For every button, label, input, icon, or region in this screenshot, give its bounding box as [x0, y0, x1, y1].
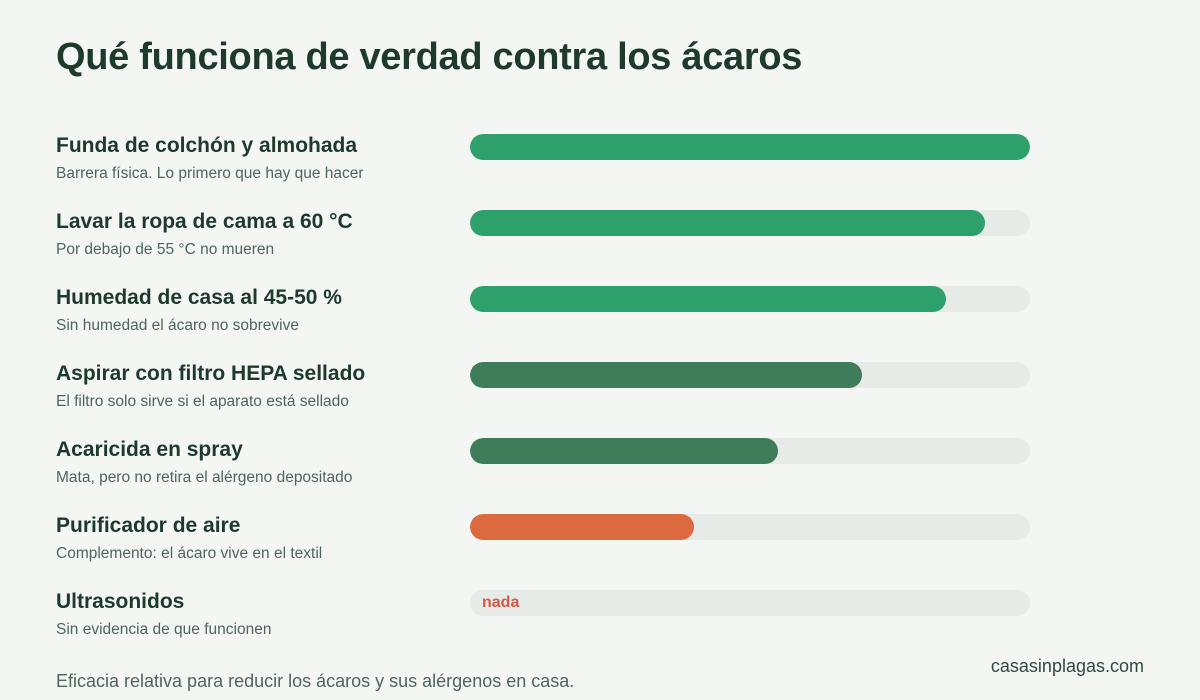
bar-row: Humedad de casa al 45-50 % Sin humedad el… — [0, 286, 1200, 346]
bar-row: Purificador de aire Complemento: el ácaro… — [0, 514, 1200, 574]
bar — [470, 362, 862, 388]
bar-description: Sin evidencia de que funcionen — [56, 621, 272, 638]
bar-category-label: Funda de colchón y almohada — [56, 134, 358, 157]
bar-track — [470, 134, 1030, 160]
bar-category-label: Ultrasonidos — [56, 590, 185, 613]
bar-value-label: nada — [482, 594, 520, 611]
bar-category-label: Humedad de casa al 45-50 % — [56, 286, 342, 309]
bar-category-label: Aspirar con filtro HEPA sellado — [56, 362, 366, 385]
bar-track — [470, 514, 1030, 540]
bar-description: El filtro solo sirve si el aparato está … — [56, 393, 349, 410]
bar-description: Por debajo de 55 °C no mueren — [56, 241, 275, 258]
bar — [470, 514, 694, 540]
bar-track — [470, 286, 1030, 312]
bar-description: Mata, pero no retira el alérgeno deposit… — [56, 469, 353, 486]
bar-category-label: Lavar la ropa de cama a 60 °C — [56, 210, 353, 233]
brand-label: casasinplagas.com — [990, 656, 1144, 676]
bar-track — [470, 210, 1030, 236]
bar-category-label: Purificador de aire — [56, 514, 241, 537]
bar-row: Acaricida en spray Mata, pero no retira e… — [0, 438, 1200, 498]
bar — [470, 134, 1030, 160]
bar — [470, 286, 946, 312]
bar-row: Ultrasonidos Sin evidencia de que funcion… — [0, 590, 1200, 650]
bar-track — [470, 362, 1030, 388]
bar-category-label: Acaricida en spray — [56, 438, 243, 461]
bar-row: Lavar la ropa de cama a 60 °C Por debajo … — [0, 210, 1200, 270]
bar-track: nada — [470, 590, 1030, 616]
bar-description: Complemento: el ácaro vive en el textil — [56, 545, 323, 562]
bar-description: Barrera física. Lo primero que hay que h… — [56, 165, 364, 182]
footnote: Eficacia relativa para reducir los ácaro… — [56, 671, 575, 691]
chart-title: Qué funciona de verdad contra los ácaros — [56, 36, 803, 78]
bar-row: Aspirar con filtro HEPA sellado El filtro… — [0, 362, 1200, 422]
bar — [470, 210, 985, 236]
bar-description: Sin humedad el ácaro no sobrevive — [56, 317, 299, 334]
bar — [470, 438, 778, 464]
bar-track — [470, 438, 1030, 464]
bar-row: Funda de colchón y almohada Barrera físic… — [0, 134, 1200, 194]
